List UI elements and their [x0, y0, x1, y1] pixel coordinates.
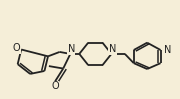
Text: O: O — [51, 81, 59, 91]
Text: N: N — [109, 44, 116, 55]
Text: O: O — [12, 43, 20, 53]
Text: N: N — [165, 45, 172, 55]
Text: N: N — [68, 44, 75, 55]
